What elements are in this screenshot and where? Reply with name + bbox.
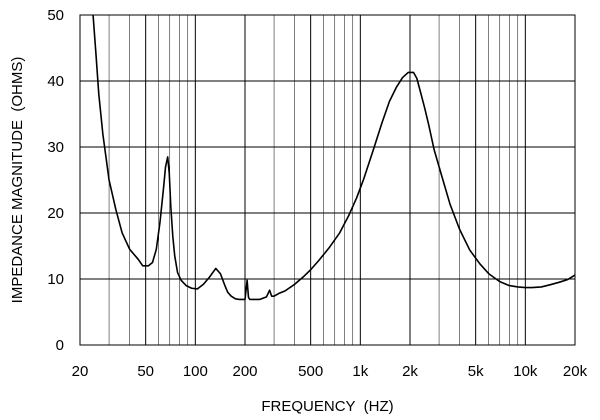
impedance-curve bbox=[92, 14, 576, 301]
y-tick-label: 50 bbox=[47, 7, 64, 24]
x-tick-label: 1k bbox=[352, 363, 368, 380]
y-tick-label: 0 bbox=[56, 337, 64, 354]
y-axis-tick-labels: 0 10 20 30 40 50 bbox=[47, 7, 64, 354]
y-tick-label: 40 bbox=[47, 73, 64, 90]
x-tick-label: 10k bbox=[513, 363, 538, 380]
x-axis-title: FREQUENCY (HZ) bbox=[261, 398, 393, 415]
x-tick-label: 20k bbox=[563, 363, 588, 380]
x-tick-label: 50 bbox=[137, 363, 154, 380]
plot-area-frame bbox=[79, 14, 576, 346]
x-tick-label: 2k bbox=[402, 363, 418, 380]
y-tick-label: 10 bbox=[47, 271, 64, 288]
x-axis-tick-labels: 20 50 100 200 500 1k 2k 5k 10k 20k bbox=[72, 363, 588, 380]
grid bbox=[79, 14, 576, 346]
y-axis-title: IMPEDANCE MAGNITUDE (OHMS) bbox=[9, 57, 26, 304]
y-tick-label: 30 bbox=[47, 139, 64, 156]
x-tick-label: 100 bbox=[183, 363, 208, 380]
y-tick-label: 20 bbox=[47, 205, 64, 222]
x-tick-label: 200 bbox=[232, 363, 257, 380]
x-tick-label: 500 bbox=[298, 363, 323, 380]
x-tick-label: 5k bbox=[468, 363, 484, 380]
x-tick-label: 20 bbox=[72, 363, 89, 380]
